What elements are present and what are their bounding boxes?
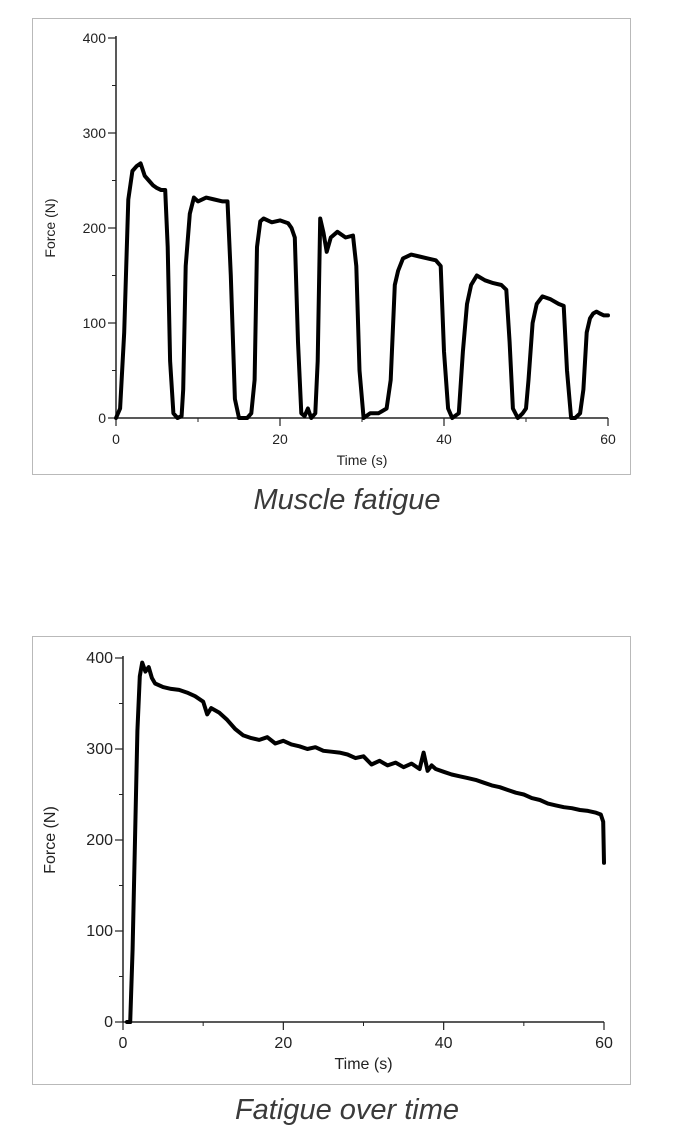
y-tick-label: 200 <box>83 220 107 236</box>
y-tick-label: 0 <box>98 410 106 426</box>
fatigue-over-time-chart-panel: 0 100 200 300 400 0 20 40 60 Time (s) Force (N) <box>32 636 631 1085</box>
figure-caption-fatigue-over-time: Fatigue over time <box>234 1094 460 1126</box>
x-tick-label: 20 <box>272 431 288 447</box>
x-tick-label: 60 <box>595 1035 613 1052</box>
y-tick-label: 400 <box>83 30 107 46</box>
y-axis-label: Force (N) <box>42 806 59 874</box>
y-axis-label: Force (N) <box>42 198 58 257</box>
force-series-line <box>114 161 610 420</box>
x-tick-label: 40 <box>435 1035 453 1052</box>
x-axis-label: Time (s) <box>334 1056 392 1073</box>
y-tick-label: 300 <box>83 125 107 141</box>
force-series-line <box>125 660 606 1024</box>
figure-caption-muscle-fatigue: Muscle fatigue <box>253 484 441 516</box>
y-tick-label: 100 <box>86 923 113 940</box>
x-tick-label: 0 <box>112 431 120 447</box>
x-tick-label: 40 <box>436 431 452 447</box>
y-tick-label: 400 <box>86 650 113 667</box>
muscle-fatigue-chart-panel: 0 100 200 300 400 0 20 40 60 Time (s) Force (N) <box>32 18 631 475</box>
x-tick-label: 20 <box>274 1035 292 1052</box>
x-axis-label: Time (s) <box>337 452 388 468</box>
y-tick-label: 300 <box>86 741 113 758</box>
y-tick-label: 100 <box>83 315 107 331</box>
x-tick-label: 0 <box>119 1035 128 1052</box>
y-tick-label: 200 <box>86 832 113 849</box>
y-tick-label: 0 <box>104 1014 113 1031</box>
fatigue-over-time-chart: 0 100 200 300 400 0 20 40 60 Time (s) Force (N) <box>42 650 613 1073</box>
muscle-fatigue-chart: 0 100 200 300 400 0 20 40 60 Time (s) Force (N) <box>42 30 616 468</box>
x-tick-label: 60 <box>600 431 616 447</box>
